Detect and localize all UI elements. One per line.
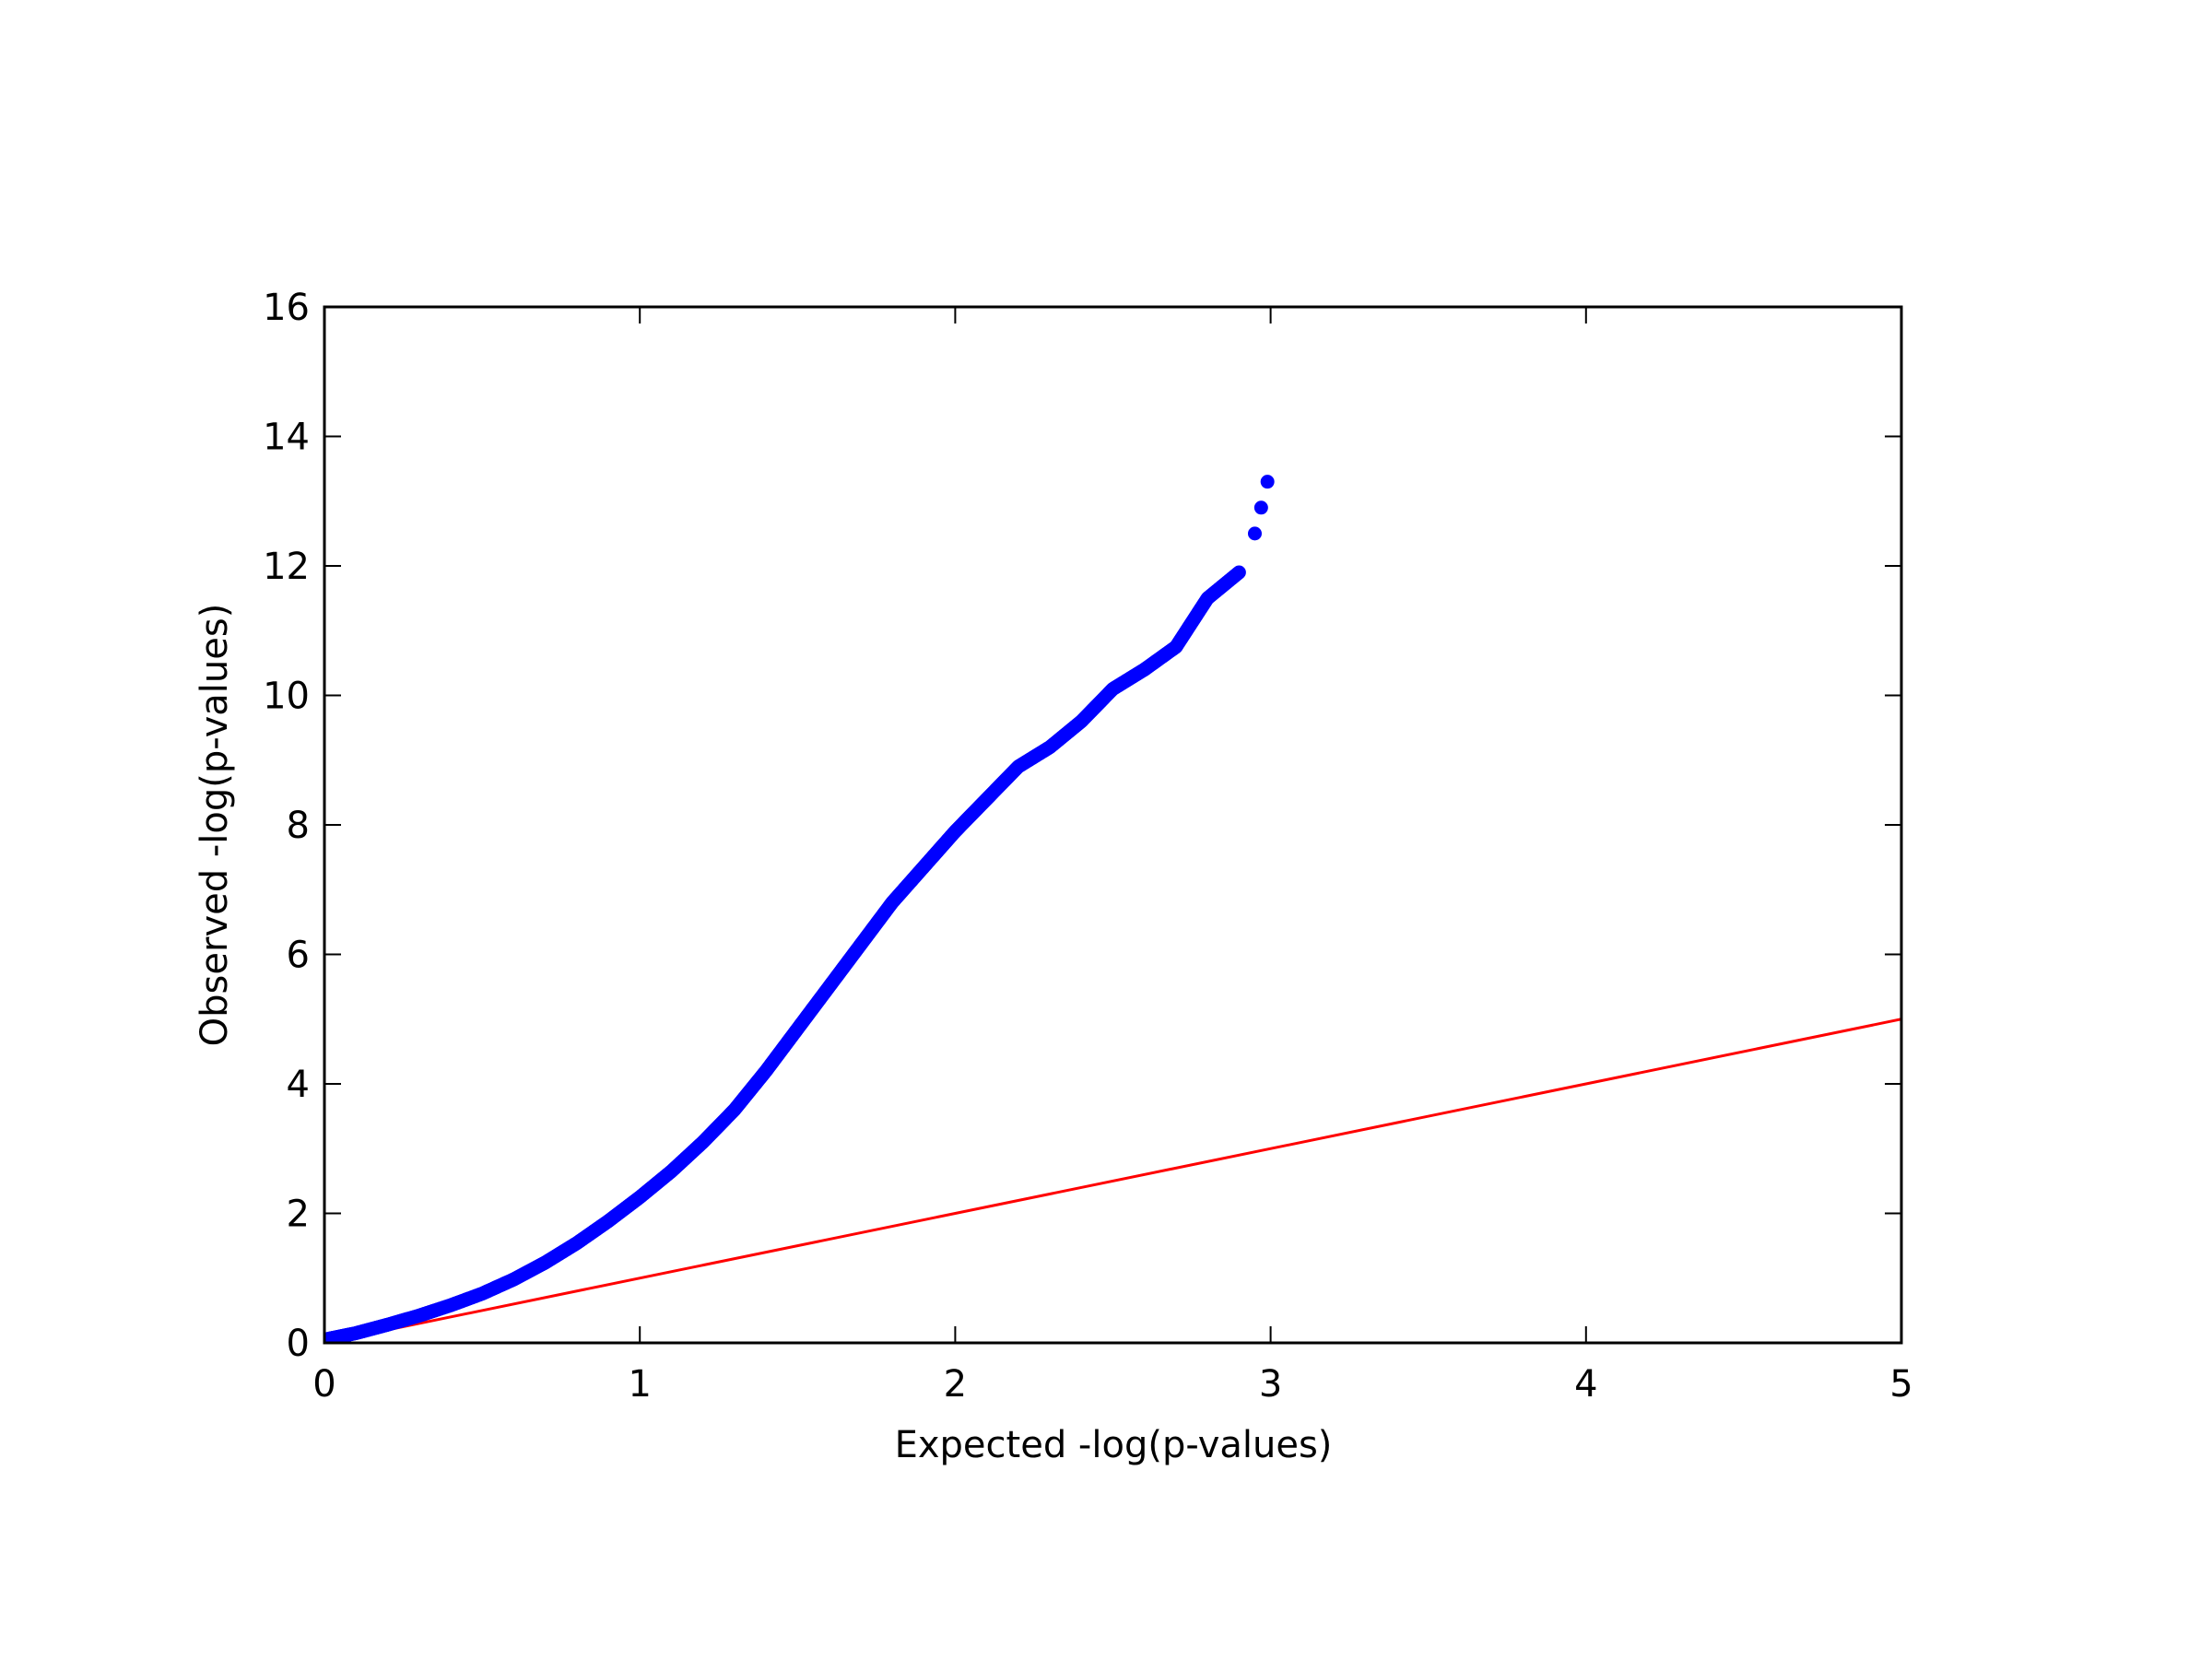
y-axis-label: Observed -log(p-values) [194,604,236,1047]
y-tick-label: 8 [287,805,310,847]
plot-area [324,475,1901,1343]
y-tick-label: 16 [263,287,310,329]
data-point [1231,565,1246,580]
x-axis-ticks: 0 1 2 3 4 5 [312,307,1913,1406]
x-tick-label: 5 [1889,1363,1912,1406]
y-tick-label: 2 [287,1194,310,1236]
reference-line [324,1018,1901,1343]
y-tick-label: 10 [263,676,310,718]
x-tick-label: 1 [628,1363,651,1406]
data-point [1247,526,1262,541]
x-tick-label: 3 [1259,1363,1282,1406]
y-tick-label: 4 [287,1064,310,1106]
y-tick-label: 14 [263,417,310,459]
x-axis-label: Expected -log(p-values) [895,1424,1333,1466]
y-tick-label: 0 [287,1323,310,1365]
y-tick-label: 6 [287,935,310,977]
data-marks [324,475,1901,1343]
data-point [1253,500,1268,515]
data-point [1260,475,1275,489]
x-tick-label: 4 [1574,1363,1597,1406]
y-axis-ticks: 0 2 4 6 8 10 12 14 16 [263,287,1901,1365]
y-tick-label: 12 [263,546,310,588]
axes-frame [323,305,1903,1345]
x-tick-label: 2 [944,1363,967,1406]
x-tick-label: 0 [312,1363,335,1406]
